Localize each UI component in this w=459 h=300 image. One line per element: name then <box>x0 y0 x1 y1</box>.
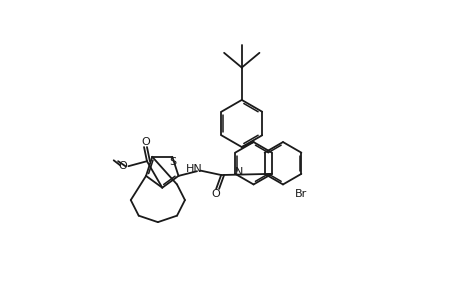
Text: O: O <box>118 161 127 171</box>
Text: S: S <box>169 157 176 167</box>
Text: O: O <box>211 189 220 199</box>
Text: HN: HN <box>185 164 202 174</box>
Text: N: N <box>234 167 242 177</box>
Text: O: O <box>141 137 150 147</box>
Text: Br: Br <box>294 189 306 199</box>
Text: methyl: methyl <box>0 299 1 300</box>
Text: methyl: methyl <box>0 299 1 300</box>
